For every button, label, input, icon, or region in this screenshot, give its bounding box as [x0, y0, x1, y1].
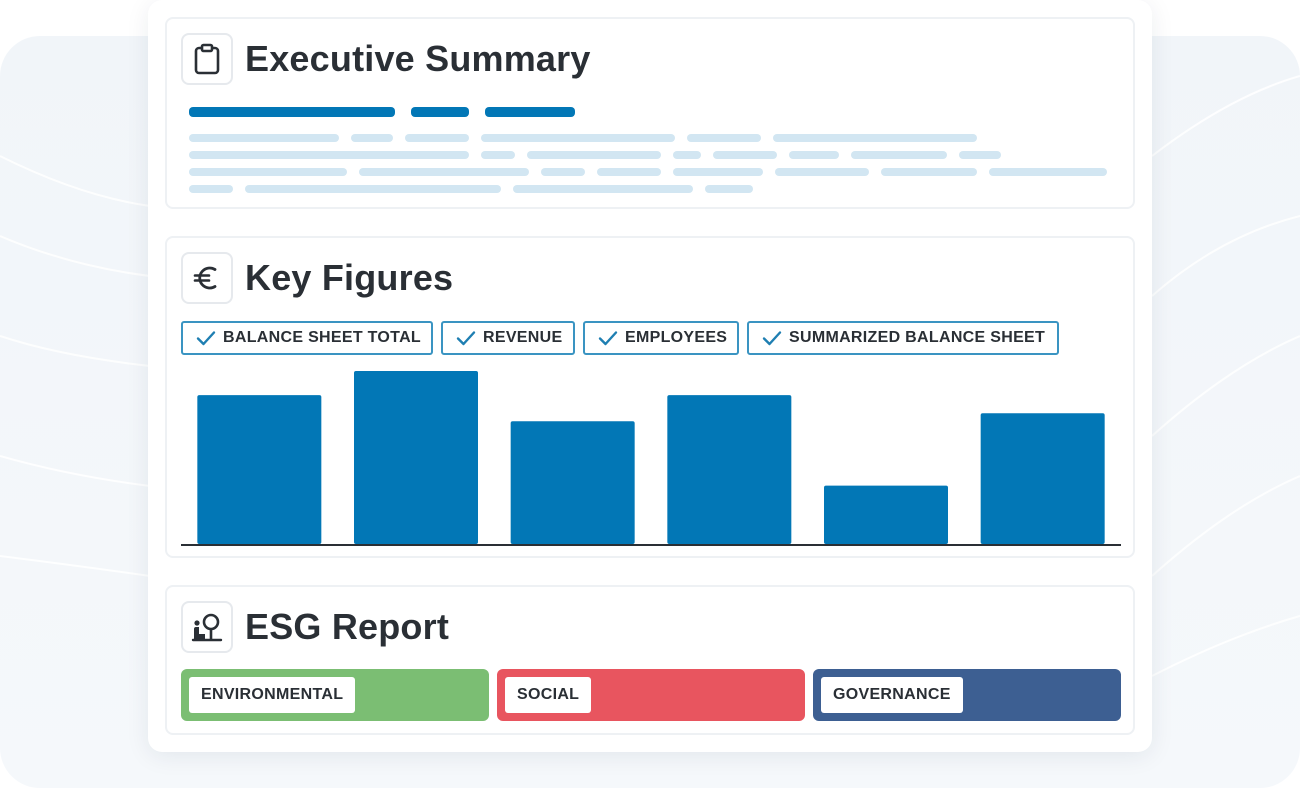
skeleton-text-line — [705, 185, 753, 193]
key-figures-title: Key Figures — [245, 257, 454, 298]
skeleton-text-line — [881, 168, 977, 176]
esg-environmental-bar[interactable]: ENVIRONMENTAL — [181, 669, 489, 721]
chart-bar-6 — [980, 413, 1105, 544]
skeleton-text-line — [597, 168, 661, 176]
esg-report-title: ESG Report — [245, 606, 450, 647]
skeleton-text-line — [687, 134, 761, 142]
chart-bar-5 — [824, 485, 948, 544]
tag-label: REVENUE — [483, 329, 563, 346]
skeleton-text-line — [513, 185, 693, 193]
skeleton-text-line — [851, 151, 947, 159]
skeleton-text-line — [189, 185, 233, 193]
esg-social-bar[interactable]: SOCIAL — [497, 669, 805, 721]
key-figures-section: Key Figures BALANCE SHEET TOTAL REVENUE … — [165, 236, 1135, 558]
skeleton-text-line — [673, 168, 763, 176]
report-card: Executive Summary — [148, 0, 1152, 752]
skeleton-text-line — [527, 151, 661, 159]
executive-summary-title: Executive Summary — [245, 38, 591, 79]
skeleton-text-line — [359, 168, 529, 176]
skeleton-text-line — [713, 151, 777, 159]
skeleton-heading-line — [189, 107, 395, 117]
tag-label: SUMMARIZED BALANCE SHEET — [789, 329, 1046, 346]
check-icon — [598, 331, 618, 346]
skeleton-text-line — [189, 151, 469, 159]
esg-governance-label: GOVERNANCE — [821, 677, 963, 713]
person-tree-icon — [181, 601, 233, 653]
skeleton-text-line — [673, 151, 701, 159]
executive-summary-section: Executive Summary — [165, 17, 1135, 209]
clipboard-icon — [181, 33, 233, 85]
chart-bar-3 — [510, 421, 635, 544]
esg-environmental-label: ENVIRONMENTAL — [189, 677, 356, 713]
chart-bar-1 — [197, 395, 322, 544]
skeleton-text-line — [481, 151, 515, 159]
check-icon — [196, 331, 216, 346]
skeleton-text-line — [351, 134, 393, 142]
tag-balance-sheet-total[interactable]: BALANCE SHEET TOTAL — [181, 321, 433, 355]
esg-governance-bar[interactable]: GOVERNANCE — [813, 669, 1121, 721]
skeleton-text-line — [189, 168, 347, 176]
esg-social-label: SOCIAL — [505, 677, 592, 713]
tag-label: BALANCE SHEET TOTAL — [223, 329, 421, 346]
tag-employees[interactable]: EMPLOYEES — [583, 321, 739, 355]
skeleton-text-line — [541, 168, 585, 176]
skeleton-text-line — [245, 185, 501, 193]
skeleton-text-line — [481, 134, 675, 142]
check-icon — [762, 331, 782, 346]
skeleton-text-line — [405, 134, 469, 142]
background-pattern — [0, 75, 1300, 677]
skeleton-text-line — [959, 151, 1001, 159]
chart-bar-4 — [667, 395, 792, 544]
skeleton-heading-line — [485, 107, 575, 117]
skeleton-text-line — [775, 168, 869, 176]
chart-bar-2 — [354, 371, 478, 544]
esg-report-section: ESG Report ENVIRONMENTAL SOCIAL GOVERNAN… — [165, 585, 1135, 735]
key-figures-chart — [181, 371, 1121, 546]
euro-icon — [181, 252, 233, 304]
tag-summarized-balance-sheet[interactable]: SUMMARIZED BALANCE SHEET — [747, 321, 1059, 355]
tag-revenue[interactable]: REVENUE — [441, 321, 575, 355]
key-figures-header: Key Figures — [181, 252, 453, 304]
skeleton-text-line — [189, 134, 339, 142]
skeleton-text-line — [989, 168, 1107, 176]
skeleton-text-line — [789, 151, 839, 159]
skeleton-text-line — [773, 134, 977, 142]
skeleton-heading-line — [411, 107, 469, 117]
esg-report-header: ESG Report — [181, 601, 449, 653]
executive-summary-header: Executive Summary — [181, 33, 591, 85]
tag-label: EMPLOYEES — [625, 329, 728, 346]
check-icon — [456, 331, 476, 346]
